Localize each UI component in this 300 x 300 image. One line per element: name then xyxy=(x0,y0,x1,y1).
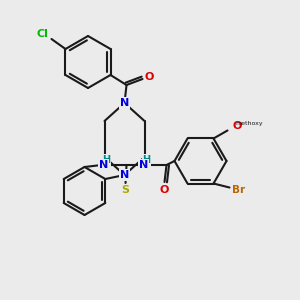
Text: N: N xyxy=(120,98,129,108)
Text: O: O xyxy=(145,72,154,82)
Text: N: N xyxy=(139,160,148,170)
Text: H: H xyxy=(103,155,111,165)
Text: O: O xyxy=(233,122,242,131)
Text: methoxy: methoxy xyxy=(236,121,263,126)
Text: N: N xyxy=(99,160,108,170)
Text: N: N xyxy=(120,170,129,180)
Text: Cl: Cl xyxy=(37,29,48,39)
Text: N: N xyxy=(120,98,129,108)
Text: S: S xyxy=(122,185,130,195)
Text: O: O xyxy=(160,185,169,195)
Text: Br: Br xyxy=(232,184,245,194)
Text: H: H xyxy=(142,155,151,165)
